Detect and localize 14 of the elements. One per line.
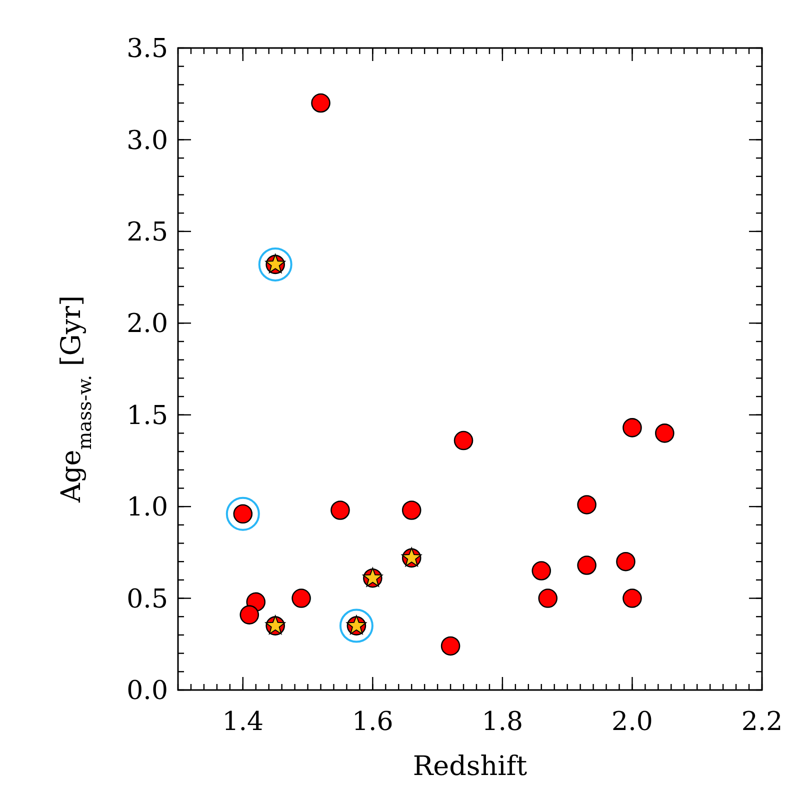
y-tick-label: 3.5 xyxy=(126,34,168,64)
x-tick-label: 1.6 xyxy=(352,707,394,737)
y-tick-label: 0.0 xyxy=(126,676,168,706)
x-tick-label: 1.8 xyxy=(482,707,524,737)
x-tick-label: 2.2 xyxy=(741,707,783,737)
x-tick-label: 2.0 xyxy=(612,707,653,737)
x-tick-label: 1.4 xyxy=(222,707,264,737)
y-tick-label: 1.5 xyxy=(126,400,168,431)
y-tick-label: 2.5 xyxy=(126,218,168,248)
y-tick-label: 2.0 xyxy=(126,309,168,340)
y-tick-label: 3.0 xyxy=(126,126,168,156)
y-tick-label: 1.0 xyxy=(126,492,168,523)
y-tick-label: 0.5 xyxy=(126,584,168,614)
x-axis-title: Redshift xyxy=(412,751,528,782)
